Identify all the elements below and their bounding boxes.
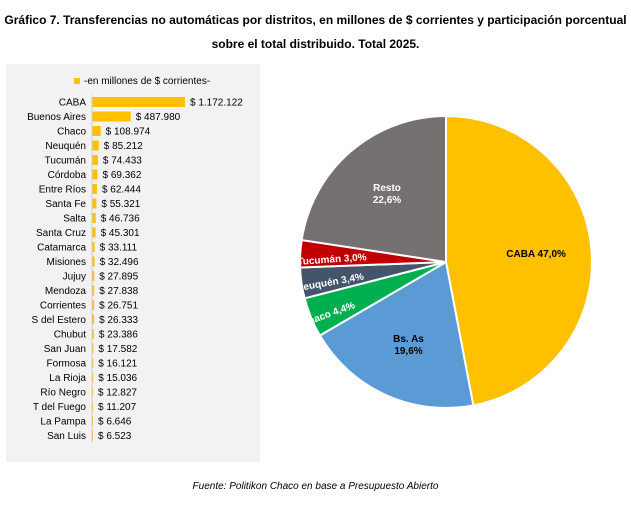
bar-category-label: Córdoba <box>48 170 87 181</box>
pie-slice-label: Tucumán 3,0% <box>297 252 367 268</box>
bar-category-label: La Rioja <box>49 373 86 384</box>
bar-value-label: $ 12.827 <box>98 388 137 399</box>
bar-value-label: $ 45.301 <box>101 228 140 239</box>
bar-value-label: $ 108.974 <box>106 127 151 138</box>
bar-value-label: $ 27.838 <box>99 286 138 297</box>
bar-category-label: Río Negro <box>40 388 86 399</box>
bar-value-label: $ 62.444 <box>102 185 141 196</box>
bar-value-label: $ 487.980 <box>136 112 181 123</box>
bar <box>92 111 131 122</box>
bar-category-label: Formosa <box>47 359 87 370</box>
bar-category-label: Chubut <box>54 330 86 341</box>
bar-category-label: San Juan <box>44 344 86 355</box>
legend-swatch <box>74 78 80 84</box>
bar-value-label: $ 17.582 <box>98 344 137 355</box>
bar-chart-panel: -en millones de $ corrientes- CABA $ 1.172… <box>6 64 260 462</box>
bar <box>92 97 185 107</box>
bar-category-label: Mendoza <box>45 286 87 297</box>
bar-value-label: $ 23.386 <box>99 330 138 341</box>
pie-slice-label: Resto 22,6% <box>373 183 401 206</box>
source-note: Fuente: Politikon Chaco en base a Presup… <box>192 481 439 492</box>
bar-value-label: $ 32.496 <box>100 257 139 268</box>
pie-slice <box>300 114 447 264</box>
bar <box>92 387 94 397</box>
bar-value-label: $ 74.433 <box>103 156 142 167</box>
bar <box>92 169 98 180</box>
bar-value-label: $ 46.736 <box>101 214 140 225</box>
bar-category-label: T del Fuego <box>33 402 87 413</box>
bar-category-label: S del Estero <box>32 315 87 326</box>
bar-category-label: CABA <box>59 98 87 109</box>
bar <box>92 198 97 209</box>
bar-category-label: San Luis <box>47 431 86 442</box>
bar-category-label: La Pampa <box>40 417 86 428</box>
bar <box>92 300 95 310</box>
bar-category-label: Jujuy <box>63 272 86 283</box>
bar-value-label: $ 26.751 <box>99 301 138 312</box>
bar-value-label: $ 26.333 <box>99 315 138 326</box>
bar <box>92 343 94 354</box>
bar <box>92 242 95 252</box>
bar <box>92 155 98 165</box>
bar <box>92 126 101 136</box>
bar-category-label: Chaco <box>57 127 86 138</box>
bar <box>92 140 99 151</box>
pie-slice-label: CABA 47,0% <box>506 249 566 260</box>
bar <box>92 314 95 325</box>
bar-value-label: $ 55.321 <box>101 199 140 210</box>
bar-category-label: Corrientes <box>40 301 86 312</box>
bar <box>92 227 96 238</box>
bar-category-label: Catamarca <box>37 243 86 254</box>
bar-category-label: Santa Fe <box>45 199 86 210</box>
bar-category-label: Buenos Aires <box>27 112 86 123</box>
bar <box>92 213 96 223</box>
bar-chart: -en millones de $ corrientes- CABA $ 1.172… <box>27 76 243 443</box>
bar <box>92 184 97 194</box>
bar-category-label: Salta <box>63 214 86 225</box>
bar-category-label: Neuquén <box>45 141 86 152</box>
bar-category-label: Misiones <box>47 257 86 268</box>
bar <box>92 372 94 383</box>
bar-value-label: $ 33.111 <box>100 243 138 254</box>
bar <box>92 285 95 296</box>
pie-slice <box>445 114 593 407</box>
chart-title-line2: sobre el total distribuido. Total 2025. <box>211 37 420 51</box>
bar-category-label: Santa Cruz <box>36 228 86 239</box>
bar-value-label: $ 69.362 <box>103 170 142 181</box>
bar-value-label: $ 16.121 <box>98 359 137 370</box>
bar-category-label: Tucumán <box>45 156 86 167</box>
bar-value-label: $ 15.036 <box>98 373 137 384</box>
bar-value-label: $ 85.212 <box>104 141 143 152</box>
bar <box>92 256 95 267</box>
pie-slice-label: Bs. As 19,6% <box>393 334 424 357</box>
bar-value-label: $ 6.646 <box>98 417 132 428</box>
bar-value-label: $ 1.172.122 <box>190 98 243 109</box>
chart-title-line1: Gráfico 7. Transferencias no automáticas… <box>4 13 627 27</box>
legend-label: -en millones de $ corrientes- <box>84 76 210 87</box>
bar-value-label: $ 6.523 <box>98 431 132 442</box>
bar-category-label: Entre Ríos <box>39 185 86 196</box>
bar <box>92 358 94 368</box>
pie-slice <box>318 260 475 409</box>
bar-value-label: $ 11.207 <box>98 402 137 413</box>
bar-value-label: $ 27.895 <box>99 272 138 283</box>
bar <box>92 329 94 339</box>
bar <box>92 271 95 281</box>
